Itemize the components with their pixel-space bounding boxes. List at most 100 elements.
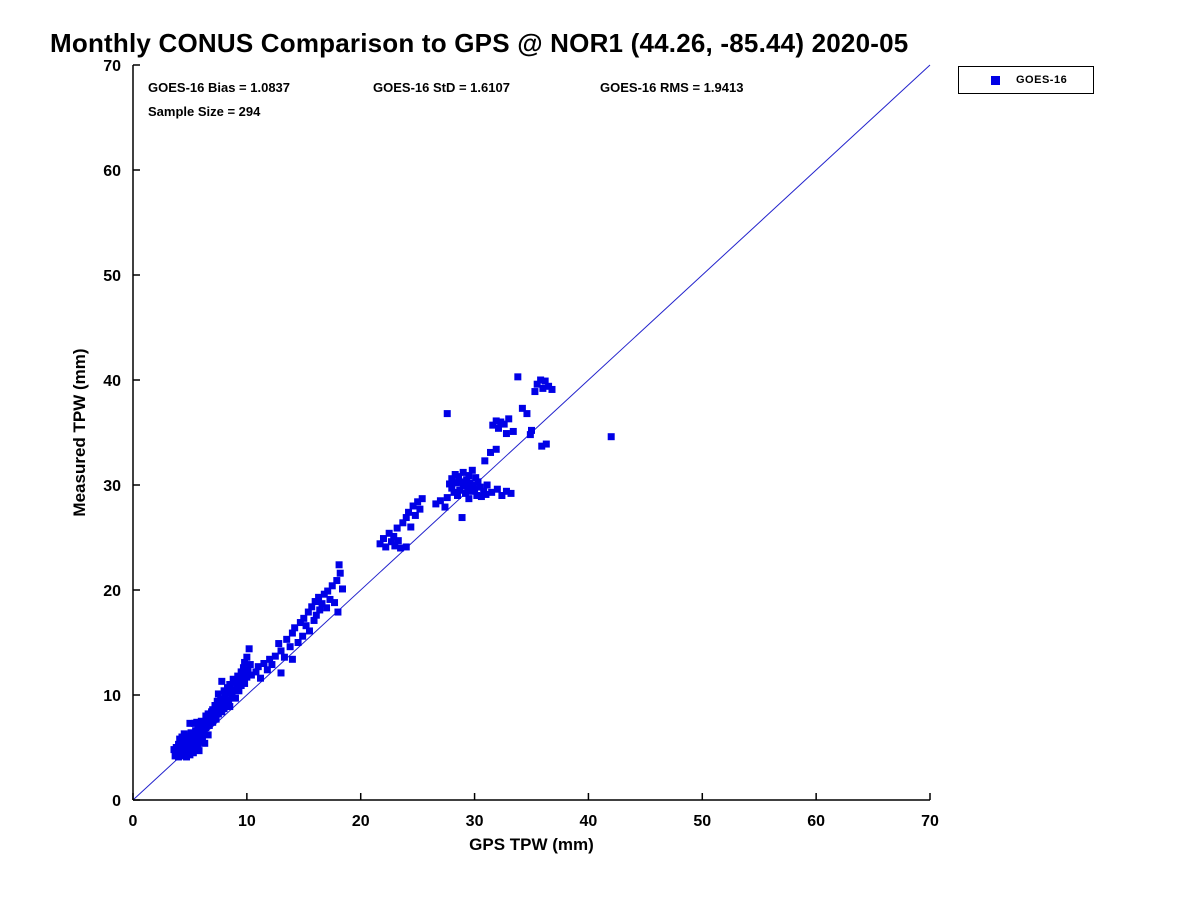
data-point-marker [266,655,274,663]
data-point-marker [195,747,203,755]
data-point-marker [277,669,285,677]
data-point-marker [502,487,510,495]
data-point-marker [194,741,202,749]
data-point-marker [448,475,456,483]
data-point-marker [243,653,251,661]
data-point-marker [390,532,398,540]
data-point-marker [302,622,310,630]
data-point-marker [505,415,513,423]
x-tick-label: 60 [807,813,825,830]
data-point-marker [331,599,339,607]
data-point-marker [252,668,260,676]
legend-label: GOES-16 [1016,74,1068,86]
data-point-marker [473,492,481,499]
stat-bias: GOES-16 Bias = 1.0837 [148,80,291,95]
data-point-marker [476,483,484,491]
data-point-marker [541,377,549,385]
data-point-marker [379,535,387,543]
data-point-marker [237,668,245,676]
data-point-marker [387,538,395,546]
data-point-marker [528,426,535,434]
y-tick-label: 30 [103,478,121,495]
data-point-marker [189,749,197,757]
data-point-marker [304,608,312,616]
x-tick-label: 0 [129,813,138,830]
data-point-marker [436,497,444,505]
data-point-marker [239,664,247,672]
data-point-marker [452,479,460,487]
data-point-marker [318,600,326,608]
data-point-marker [291,624,299,632]
data-point-marker [607,433,615,441]
data-point-marker [456,486,464,494]
data-point-marker [280,653,288,661]
data-point-marker [328,582,336,590]
y-axis-label: Measured TPW (mm) [70,348,89,516]
data-point-marker [201,739,209,747]
data-point-marker [500,420,508,428]
data-point-marker [268,661,276,669]
data-point-marker [538,442,546,450]
stat-sample-size: Sample Size = 294 [148,104,261,119]
stat-rms: GOES-16 RMS = 1.9413 [600,80,744,95]
data-point-marker [402,543,410,551]
data-point-marker [483,481,491,489]
data-point-marker [204,731,212,739]
data-point-marker [482,490,490,498]
data-point-marker [212,715,220,723]
data-point-marker [299,632,307,640]
data-point-marker [241,679,249,687]
data-point-marker [453,492,461,499]
data-point-marker [498,492,506,499]
data-point-marker [382,543,390,551]
data-point-marker [186,719,194,727]
data-point-marker [526,431,534,439]
y-tick-label: 0 [112,793,121,810]
data-point-marker [226,703,234,711]
data-point-marker [241,658,249,666]
data-point-marker [288,655,296,663]
data-point-marker [220,705,228,713]
y-tick-label: 10 [103,688,121,705]
data-point-marker [472,474,480,482]
data-point-marker [432,500,440,508]
data-point-marker [393,524,401,532]
x-tick-label: 30 [466,813,484,830]
data-point-marker [494,424,502,432]
data-point-marker [518,404,526,412]
data-point-marker [338,585,346,593]
data-point-marker [263,666,271,674]
data-point-marker [441,503,449,511]
data-point-marker [244,666,252,674]
data-point-marker [296,619,304,627]
data-point-marker [397,544,405,552]
data-point-marker [385,529,393,537]
data-point-marker [294,639,302,646]
x-tick-label: 70 [921,813,939,830]
data-point-marker [376,540,384,548]
data-point-marker [310,616,318,624]
data-point-marker [315,593,323,601]
data-point-marker [260,660,268,667]
data-point-marker [286,643,294,651]
data-point-marker [409,502,417,510]
data-point-marker [391,542,399,550]
data-point-marker [414,498,422,506]
data-point-marker [218,677,226,685]
data-point-marker [492,445,500,453]
data-point-marker [323,604,331,612]
x-tick-label: 10 [238,813,256,830]
data-point-marker [275,640,283,648]
data-point-marker [492,417,500,425]
x-tick-label: 40 [580,813,598,830]
data-point-marker [399,519,407,527]
data-point-marker [493,485,501,493]
data-point-marker [407,523,415,531]
data-point-marker [531,388,539,396]
data-point-marker [465,495,473,503]
data-point-marker [446,480,454,488]
data-point-marker [477,493,485,501]
data-point-marker [238,674,246,682]
